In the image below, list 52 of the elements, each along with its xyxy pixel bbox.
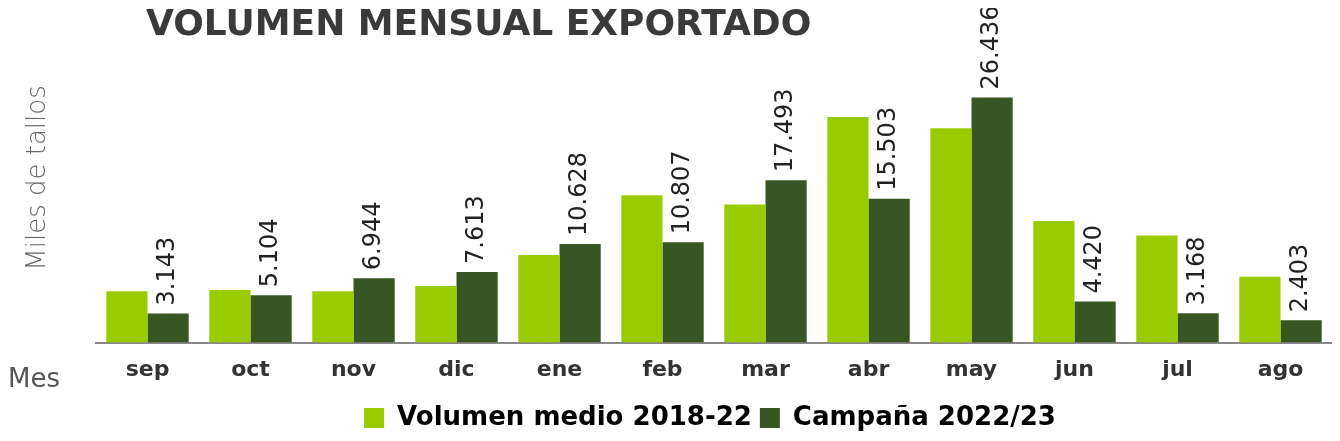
bar	[312, 291, 354, 343]
x-tick-label: jun	[1054, 355, 1094, 381]
data-label: 3.143	[152, 236, 181, 306]
bar	[1033, 221, 1075, 343]
bar	[353, 278, 395, 343]
bar	[971, 97, 1013, 343]
data-label: 10.628	[564, 152, 593, 237]
bar	[765, 180, 807, 343]
x-tick-label: may	[945, 355, 998, 381]
data-label: 5.104	[255, 218, 284, 288]
x-axis-title: Mes	[8, 363, 60, 393]
x-tick-label: mar	[741, 355, 790, 381]
bar	[930, 128, 972, 343]
bar	[1136, 235, 1178, 343]
bar	[209, 290, 251, 343]
legend-label: Volumen medio 2018-22	[397, 400, 752, 431]
bar	[559, 244, 601, 343]
bar	[827, 117, 869, 343]
bar	[456, 272, 498, 343]
bar	[250, 295, 292, 343]
bar	[724, 204, 766, 343]
y-axis-title: Miles de tallos	[21, 85, 51, 271]
x-tick-label: abr	[847, 355, 890, 381]
bar	[662, 242, 704, 343]
bar	[147, 313, 189, 343]
bar	[1177, 313, 1219, 343]
bar	[518, 255, 560, 343]
x-tick-label: nov	[330, 355, 377, 381]
bar	[621, 195, 663, 343]
x-tick-label: jul	[1161, 355, 1193, 381]
x-tick-label: feb	[642, 355, 683, 381]
data-label: 6.944	[358, 201, 387, 271]
x-tick-label: dic	[438, 355, 475, 381]
legend-label: Campaña 2022/23	[792, 400, 1056, 431]
data-label: 7.613	[461, 195, 490, 264]
chart-title: VOLUMEN MENSUAL EXPORTADO	[146, 2, 812, 43]
bar	[415, 286, 457, 343]
data-label: 2.403	[1285, 243, 1314, 313]
bar	[1280, 320, 1322, 343]
data-label: 17.493	[770, 88, 799, 173]
x-tick-label: ago	[1257, 355, 1304, 381]
x-tick-label: sep	[125, 355, 170, 381]
bar	[1074, 301, 1116, 343]
bar	[868, 198, 910, 343]
data-label: 4.420	[1079, 224, 1108, 294]
data-label: 15.503	[873, 106, 902, 191]
x-tick-label: ene	[536, 355, 583, 381]
data-label: 3.168	[1182, 236, 1211, 306]
data-label: 10.807	[667, 150, 696, 235]
bar	[106, 291, 148, 343]
x-tick-label: oct	[231, 355, 271, 381]
bar	[1239, 276, 1281, 343]
